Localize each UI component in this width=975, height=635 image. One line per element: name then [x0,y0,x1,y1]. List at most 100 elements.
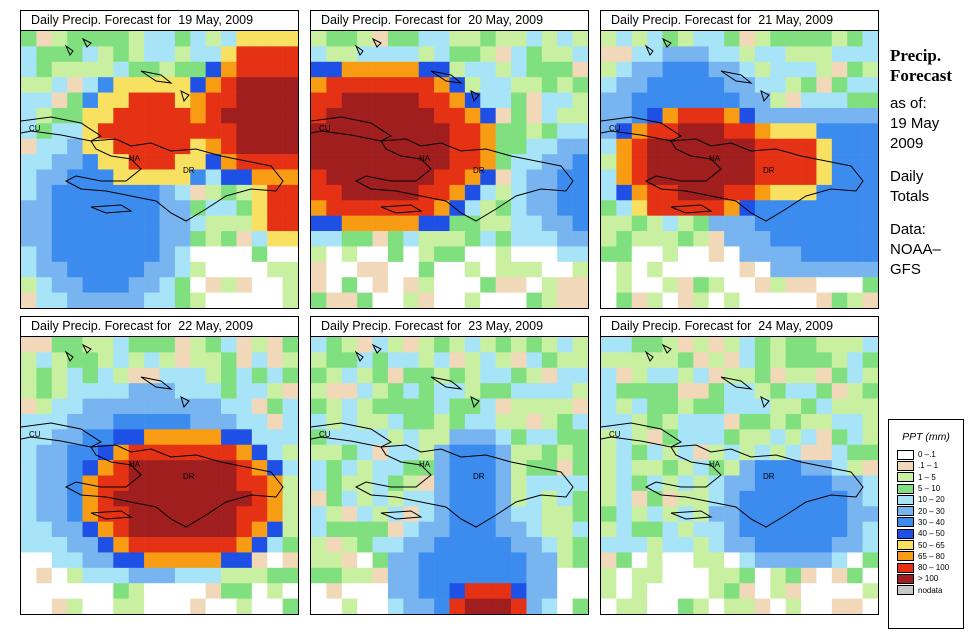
precip-cell [36,277,53,293]
precip-cell [647,123,663,140]
precip-cell [190,398,206,415]
precip-cell [662,169,679,186]
precip-cell [205,444,222,461]
precip-cell [403,31,420,47]
precip-cell [601,31,617,47]
precip-cell [785,246,802,263]
precip-cell [572,413,588,430]
precip-cell [251,490,268,507]
precip-cell [647,337,663,353]
precip-cell [190,337,206,353]
precip-cell [862,490,878,507]
precip-cell [82,413,99,430]
precip-cell [36,352,53,369]
precip-cell [693,31,710,47]
precip-cell [113,31,130,47]
precip-cell [754,383,771,399]
precip-cell [816,583,833,599]
precip-cell [205,292,222,308]
precip-cell [662,567,679,584]
precip-cell [724,107,740,124]
precip-cell [770,46,786,63]
precip-cell [128,261,145,278]
precip-cell [36,261,53,278]
precip-cell [236,475,253,492]
precip-cell [785,460,802,476]
precip-cell [770,123,786,140]
precip-cell [616,46,633,63]
precip-cell [36,61,53,78]
precip-cell [693,231,710,247]
precip-cell [144,292,160,308]
precip-cell [267,506,283,522]
precip-cell [51,46,68,63]
data-source-line1: NOAA– [890,241,941,258]
precip-cell [464,92,481,109]
precip-cell [282,475,298,492]
precip-cell [616,413,633,430]
precip-cell [144,490,160,507]
precip-cell [631,46,648,63]
precip-cell [51,107,68,124]
precip-cell [480,215,496,232]
precip-cell [739,215,756,232]
precip-cell [190,123,206,140]
precip-cell [159,429,176,446]
precip-cell [144,352,160,369]
precip-cell [693,46,710,63]
precip-cell [557,490,573,507]
precip-cell [801,277,817,293]
country-label-ha: HA [709,460,721,469]
precip-cell [387,246,404,263]
precip-cell [708,413,725,430]
precip-cell [311,583,327,599]
precip-cell [862,506,878,522]
precip-cell [326,460,343,476]
precip-cell [770,460,786,476]
precip-cell [631,598,648,614]
precip-cell [495,292,512,308]
precip-cell [847,200,863,216]
precip-cell [770,583,786,599]
precip-cell [205,184,222,201]
precip-cell [708,154,725,170]
precip-cell [754,444,771,461]
precip-cell [862,200,878,216]
precip-cell [282,444,298,461]
precip-cell [572,154,588,170]
precip-cell [236,567,253,584]
precip-cell [144,598,160,614]
precip-cell [831,475,848,492]
precip-cell [67,107,83,124]
precip-cell [754,583,771,599]
precip-cell [282,277,298,293]
precip-cell [801,413,817,430]
precip-cell [82,475,99,492]
precip-cell [708,246,725,263]
precip-cell [159,231,176,247]
precip-cell [724,200,740,216]
precip-cell [541,352,558,369]
precip-cell [128,92,145,109]
precip-cell [372,154,389,170]
precip-cell [113,521,130,538]
precip-cell [357,31,373,47]
precip-cell [403,337,420,353]
precip-cell [449,31,466,47]
precip-cell [708,537,725,553]
coastline [720,376,753,390]
precip-cell [511,337,527,353]
precip-cell [847,138,863,155]
precip-cell [677,61,694,78]
precip-cell [205,123,222,140]
precip-cell [677,444,694,461]
precip-cell [190,383,206,399]
precip-cell [785,337,802,353]
legend-swatch [897,483,914,494]
precip-cell [128,61,145,78]
precip-cell [754,506,771,522]
precip-cell [326,490,343,507]
precip-cell [631,31,648,47]
precip-cell [372,583,389,599]
precip-cell [144,521,160,538]
